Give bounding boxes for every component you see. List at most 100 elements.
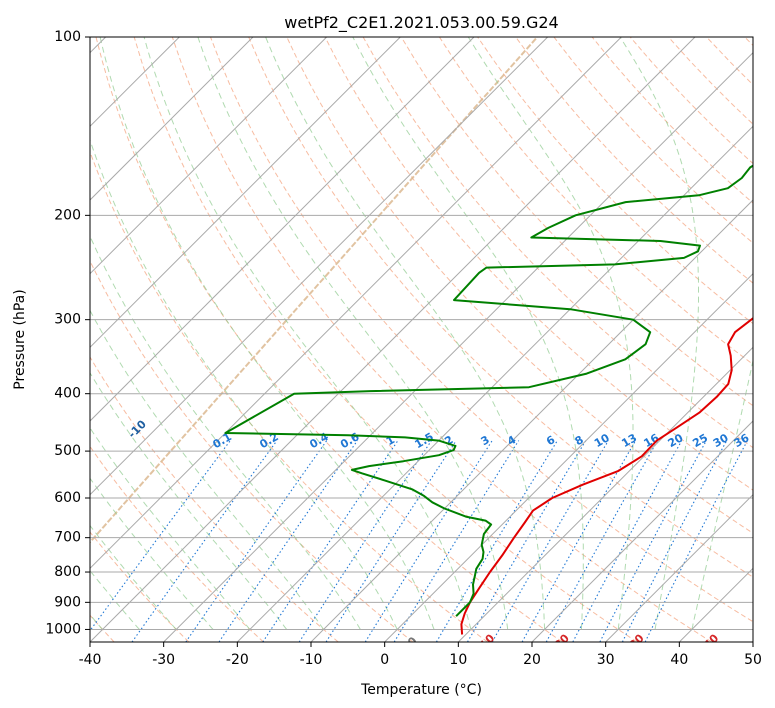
- dry-adiabat-line: [248, 37, 753, 578]
- isotherm-line: [163, 51, 753, 642]
- plot-frame: [89, 36, 754, 643]
- dry-adiabat-line: [438, 37, 753, 366]
- temperature-profile-line: [460, 316, 753, 635]
- x-tick-label: 0: [380, 652, 389, 668]
- mixing-ratio-line: [325, 440, 457, 642]
- isotherm-line: [90, 37, 696, 642]
- moist-adiabat-line: [691, 358, 753, 630]
- dry-adiabat-label: 30: [627, 631, 647, 651]
- x-tick-label: -40: [79, 652, 102, 668]
- moist-adiabat-line: [90, 477, 214, 630]
- isotherms: [90, 37, 753, 642]
- dry-adiabat-line: [400, 37, 753, 407]
- y-tick-label: 600: [54, 490, 81, 506]
- moist-adiabat-line: [90, 524, 177, 630]
- x-tick-label: 30: [597, 652, 615, 668]
- sounding-series: [224, 164, 753, 635]
- isotherm-line: [90, 37, 401, 349]
- isotherm-line: [90, 37, 328, 275]
- moist-adiabat-line: [352, 37, 584, 630]
- y-tick-label: 200: [54, 207, 81, 223]
- moist-adiabat-line: [143, 37, 472, 630]
- dry-adiabat-bold-line: [90, 37, 539, 544]
- isotherm-line: [236, 125, 753, 642]
- dewpoint-profile-line: [224, 164, 753, 617]
- isotherm-line: [384, 272, 753, 642]
- mixing-ratio-line: [131, 440, 278, 642]
- y-tick-label: 700: [54, 530, 81, 546]
- moist-adiabats: [90, 37, 753, 630]
- moist-adiabat-line: [90, 309, 324, 630]
- x-axis: -40 -30 -20 -10 0 10 20 30 40 50: [79, 642, 762, 668]
- isotherm-line: [531, 420, 753, 642]
- chart-title: wetPf2_C2E1.2021.053.00.59.G24: [284, 13, 558, 33]
- mixing-ratio-lines: [90, 440, 748, 642]
- y-axis-title: Pressure (hPa): [12, 289, 28, 389]
- y-tick-label: 100: [54, 29, 81, 45]
- dry-adiabats: [90, 37, 753, 642]
- moist-adiabat-line: [197, 37, 509, 630]
- x-axis-title: Temperature (°C): [360, 682, 482, 698]
- y-axis: 1000 900 800 700 600 500 400 300 200 100: [45, 29, 90, 637]
- moist-adiabat-line: [90, 569, 140, 630]
- dry-adiabat-line: [90, 356, 339, 642]
- isotherm-line: [90, 37, 254, 201]
- y-tick-label: 300: [54, 312, 81, 328]
- x-tick-label: 20: [523, 652, 541, 668]
- x-tick-label: 40: [670, 652, 688, 668]
- dry-adiabat-line: [90, 445, 264, 642]
- dry-adiabat-label: 40: [701, 631, 721, 651]
- isotherm-line: [310, 199, 753, 642]
- dry-adiabat-line: [324, 37, 753, 491]
- x-tick-label: -20: [226, 652, 249, 668]
- isobars: [90, 37, 753, 630]
- mixing-ratio-line: [90, 440, 231, 632]
- moist-adiabat-line: [265, 37, 546, 630]
- mixing-ratio-line: [545, 440, 659, 642]
- mixing-ratio-line: [521, 440, 637, 642]
- mixing-ratio-line: [364, 440, 493, 642]
- x-tick-label: 10: [449, 652, 467, 668]
- mixing-ratio-line: [572, 440, 683, 642]
- dry-adiabat-line: [90, 150, 488, 642]
- dry-adiabat-label: 20: [552, 631, 572, 651]
- y-tick-label: 1000: [45, 621, 81, 637]
- dry-adiabat-label: 10: [477, 631, 497, 651]
- y-tick-label: 900: [54, 594, 81, 610]
- dry-adiabat-line: [171, 37, 712, 642]
- dry-adiabat-line: [133, 37, 638, 642]
- dry-adiabat-line: [90, 531, 190, 642]
- x-tick-label: -30: [152, 652, 175, 668]
- moist-adiabat-line: [619, 37, 699, 630]
- x-tick-label: -10: [300, 652, 323, 668]
- moist-adiabat-line: [467, 37, 634, 630]
- moist-adiabat-line: [90, 427, 251, 630]
- mixing-ratio-line: [435, 440, 558, 642]
- y-tick-label: 500: [54, 443, 81, 459]
- y-tick-label: 800: [54, 564, 81, 580]
- y-tick-label: 400: [54, 386, 81, 402]
- plot-area: -80-70-60-50-40-30-20-100102030400.10.20…: [90, 37, 753, 651]
- x-tick-label: 50: [744, 652, 762, 668]
- isotherm-line: [90, 37, 549, 496]
- isotherm-line: [605, 493, 753, 642]
- dry-adiabat-line: [95, 37, 563, 642]
- isotherm-line: [90, 37, 475, 422]
- moist-adiabat-line: [90, 138, 398, 630]
- mixing-ratio-line: [467, 440, 587, 642]
- moist-adiabat-line: [99, 37, 435, 630]
- mixing-ratio-line: [491, 440, 609, 642]
- mixing-ratio-line: [185, 440, 328, 642]
- isotherm-line: [90, 37, 622, 570]
- isotherm-line: [457, 346, 753, 642]
- moist-adiabat-line: [90, 235, 361, 630]
- mixing-ratio-line: [262, 440, 399, 642]
- dry-adiabat-label: 0: [405, 634, 420, 649]
- dry-adiabat-line: [515, 37, 753, 284]
- dry-adiabat-line: [210, 37, 753, 623]
- mixing-ratio-line: [644, 440, 748, 642]
- moist-adiabat-line: [90, 371, 288, 630]
- mixing-ratio-line: [298, 440, 432, 642]
